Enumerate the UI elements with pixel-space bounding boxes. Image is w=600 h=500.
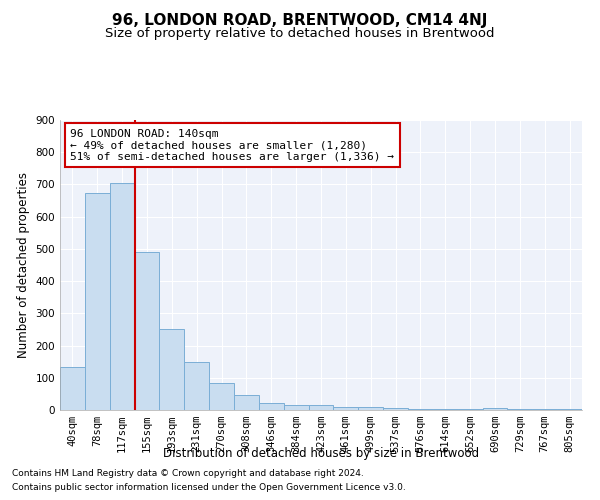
- Bar: [234, 395, 259, 410]
- Bar: [60, 366, 85, 410]
- Text: Size of property relative to detached houses in Brentwood: Size of property relative to detached ho…: [105, 28, 495, 40]
- Bar: [308, 405, 334, 410]
- Bar: [160, 329, 184, 410]
- Text: Distribution of detached houses by size in Brentwood: Distribution of detached houses by size …: [163, 448, 479, 460]
- Bar: [85, 192, 110, 410]
- Text: 96, LONDON ROAD, BRENTWOOD, CM14 4NJ: 96, LONDON ROAD, BRENTWOOD, CM14 4NJ: [112, 12, 488, 28]
- Bar: [184, 362, 209, 410]
- Bar: [408, 408, 433, 410]
- Bar: [482, 408, 508, 410]
- Bar: [383, 408, 408, 410]
- Bar: [433, 409, 458, 410]
- Y-axis label: Number of detached properties: Number of detached properties: [17, 172, 30, 358]
- Bar: [134, 252, 160, 410]
- Text: Contains public sector information licensed under the Open Government Licence v3: Contains public sector information licen…: [12, 484, 406, 492]
- Bar: [334, 407, 358, 410]
- Bar: [358, 407, 383, 410]
- Text: 96 LONDON ROAD: 140sqm
← 49% of detached houses are smaller (1,280)
51% of semi-: 96 LONDON ROAD: 140sqm ← 49% of detached…: [70, 128, 394, 162]
- Bar: [209, 382, 234, 410]
- Text: Contains HM Land Registry data © Crown copyright and database right 2024.: Contains HM Land Registry data © Crown c…: [12, 468, 364, 477]
- Bar: [284, 404, 308, 410]
- Bar: [259, 403, 284, 410]
- Bar: [110, 183, 134, 410]
